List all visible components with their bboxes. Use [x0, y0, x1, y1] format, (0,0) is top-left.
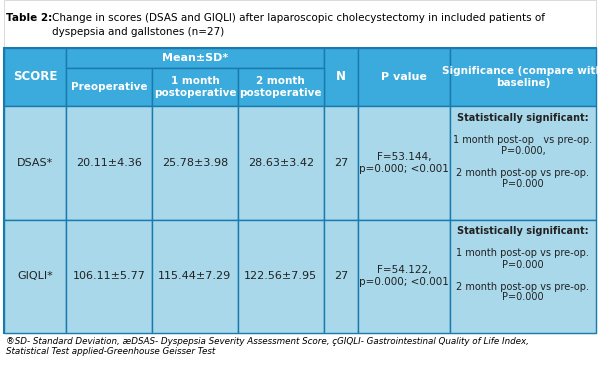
- Bar: [4, 48, 66, 106]
- Text: 25.78±3.98: 25.78±3.98: [162, 158, 228, 168]
- Bar: [323, 220, 358, 333]
- Text: 2 month post-op vs pre-op.: 2 month post-op vs pre-op.: [457, 282, 589, 292]
- Text: Change in scores (DSAS and GIQLI) after laparoscopic cholecystectomy in included: Change in scores (DSAS and GIQLI) after …: [52, 13, 545, 23]
- Bar: [450, 106, 596, 220]
- Text: 1 month post-op   vs pre-op.: 1 month post-op vs pre-op.: [454, 135, 592, 145]
- Text: 27: 27: [334, 158, 348, 168]
- Text: F=53.144,
p=0.000; <0.001: F=53.144, p=0.000; <0.001: [359, 152, 449, 174]
- Text: 28.63±3.42: 28.63±3.42: [248, 158, 314, 168]
- Bar: [152, 68, 238, 106]
- Bar: [323, 106, 358, 220]
- Bar: [152, 106, 238, 220]
- Bar: [66, 48, 323, 68]
- Text: Mean±SD*: Mean±SD*: [162, 53, 228, 63]
- Bar: [323, 48, 358, 106]
- Text: 115.44±7.29: 115.44±7.29: [158, 271, 232, 281]
- Text: ®SD- Standard Deviation, æDSAS- Dyspepsia Severity Assessment Score, çGIQLI- Gas: ®SD- Standard Deviation, æDSAS- Dyspepsi…: [6, 337, 529, 357]
- Text: P value: P value: [381, 72, 427, 82]
- Text: 2 month
postoperative: 2 month postoperative: [239, 76, 322, 98]
- Bar: [238, 106, 323, 220]
- Text: 2 month post-op vs pre-op.: 2 month post-op vs pre-op.: [457, 168, 589, 178]
- Bar: [238, 220, 323, 333]
- Bar: [66, 68, 152, 106]
- Text: Significance (compare with
baseline): Significance (compare with baseline): [442, 66, 600, 88]
- Bar: [4, 106, 66, 220]
- Text: P=0.000: P=0.000: [502, 259, 544, 269]
- Bar: [358, 220, 450, 333]
- Text: 122.56±7.95: 122.56±7.95: [244, 271, 317, 281]
- Bar: [358, 106, 450, 220]
- Text: dyspepsia and gallstones (n=27): dyspepsia and gallstones (n=27): [52, 27, 224, 37]
- Text: SCORE: SCORE: [13, 70, 57, 83]
- Text: Statistically significant:: Statistically significant:: [457, 227, 589, 236]
- Bar: [66, 106, 152, 220]
- Text: DSAS*: DSAS*: [17, 158, 53, 168]
- Bar: [450, 48, 596, 106]
- Text: GIQLI*: GIQLI*: [17, 271, 53, 281]
- Text: Statistically significant:: Statistically significant:: [457, 113, 589, 123]
- Bar: [238, 68, 323, 106]
- Bar: [4, 48, 596, 333]
- Text: 1 month post-op vs pre-op.: 1 month post-op vs pre-op.: [457, 249, 589, 259]
- Bar: [450, 220, 596, 333]
- Text: N: N: [336, 70, 346, 83]
- Bar: [4, 0, 596, 48]
- Text: P=0.000: P=0.000: [502, 292, 544, 302]
- Text: P=0.000: P=0.000: [502, 179, 544, 189]
- Bar: [4, 220, 66, 333]
- Bar: [152, 220, 238, 333]
- Text: Preoperative: Preoperative: [71, 82, 148, 92]
- Text: 106.11±5.77: 106.11±5.77: [73, 271, 146, 281]
- Text: F=54.122,
p=0.000; <0.001: F=54.122, p=0.000; <0.001: [359, 265, 449, 287]
- Bar: [358, 48, 450, 106]
- Text: 20.11±4.36: 20.11±4.36: [76, 158, 142, 168]
- Bar: [66, 220, 152, 333]
- Text: 1 month
postoperative: 1 month postoperative: [154, 76, 236, 98]
- Text: P=0.000,: P=0.000,: [500, 146, 545, 156]
- Text: 27: 27: [334, 271, 348, 281]
- Text: Table 2:: Table 2:: [6, 13, 52, 23]
